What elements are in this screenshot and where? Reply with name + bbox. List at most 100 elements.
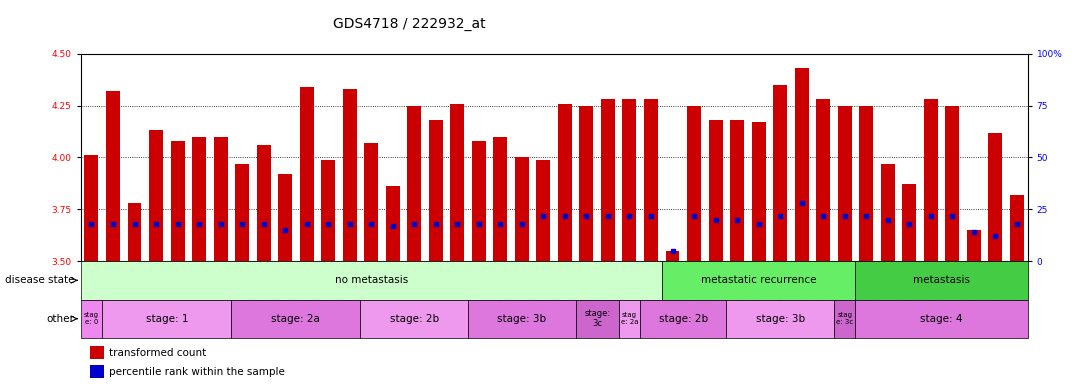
Bar: [880, 164, 894, 261]
Bar: [730, 120, 744, 261]
Point: [771, 212, 789, 218]
Bar: [600, 99, 614, 261]
Point: [707, 217, 724, 223]
Bar: [751, 122, 765, 261]
Bar: [665, 251, 680, 261]
Text: stage: 1: stage: 1: [145, 314, 188, 324]
Bar: [794, 68, 808, 261]
Bar: [192, 137, 207, 261]
Bar: [923, 99, 937, 261]
Point: [621, 212, 638, 218]
Text: percentile rank within the sample: percentile rank within the sample: [109, 367, 285, 377]
Point: [126, 221, 143, 227]
Point: [815, 212, 832, 218]
Bar: [579, 106, 594, 261]
Text: stage:
3c: stage: 3c: [584, 309, 610, 328]
Point: [427, 221, 444, 227]
Bar: [468, 300, 576, 338]
Bar: [102, 300, 231, 338]
Bar: [558, 104, 572, 261]
Bar: [773, 85, 788, 261]
Bar: [576, 300, 619, 338]
Bar: [726, 300, 834, 338]
Bar: [855, 300, 1028, 338]
Bar: [148, 131, 164, 261]
Bar: [278, 174, 293, 261]
Text: stag
e: 2a: stag e: 2a: [621, 312, 638, 325]
Bar: [90, 365, 104, 378]
Bar: [84, 156, 99, 261]
Text: GDS4718 / 222932_at: GDS4718 / 222932_at: [332, 17, 485, 31]
Text: disease state: disease state: [4, 275, 74, 285]
Point: [212, 221, 229, 227]
Point: [728, 217, 746, 223]
Text: metastasis: metastasis: [914, 275, 969, 285]
Bar: [622, 99, 636, 261]
Point: [685, 212, 703, 218]
Point: [320, 221, 337, 227]
Bar: [536, 159, 550, 261]
Point: [104, 221, 122, 227]
Point: [858, 212, 875, 218]
Point: [147, 221, 165, 227]
Text: other: other: [46, 314, 74, 324]
Point: [277, 227, 294, 233]
Point: [470, 221, 487, 227]
Bar: [1009, 195, 1023, 261]
Point: [793, 200, 810, 206]
Bar: [640, 300, 726, 338]
Bar: [235, 164, 249, 261]
Bar: [834, 300, 855, 338]
Bar: [643, 99, 657, 261]
Bar: [407, 106, 421, 261]
Bar: [322, 159, 336, 261]
Point: [83, 221, 100, 227]
Point: [384, 223, 401, 229]
Point: [922, 212, 939, 218]
Bar: [364, 143, 379, 261]
Bar: [231, 300, 360, 338]
Point: [298, 221, 315, 227]
Point: [599, 212, 617, 218]
Text: stage: 2b: stage: 2b: [390, 314, 439, 324]
Point: [492, 221, 509, 227]
Bar: [493, 137, 507, 261]
Point: [556, 212, 574, 218]
Bar: [514, 157, 528, 261]
Point: [901, 221, 918, 227]
Bar: [127, 203, 142, 261]
Bar: [966, 230, 980, 261]
Point: [944, 212, 961, 218]
Bar: [105, 91, 121, 261]
Bar: [451, 104, 464, 261]
Bar: [859, 106, 873, 261]
Text: stage: 3b: stage: 3b: [497, 314, 547, 324]
Point: [578, 212, 595, 218]
Point: [642, 212, 660, 218]
Text: stage: 3b: stage: 3b: [755, 314, 805, 324]
Point: [233, 221, 251, 227]
Point: [879, 217, 896, 223]
Bar: [81, 261, 662, 300]
Point: [987, 233, 1004, 239]
Text: stage: 2a: stage: 2a: [271, 314, 321, 324]
Bar: [81, 300, 102, 338]
Bar: [855, 261, 1028, 300]
Point: [1008, 221, 1025, 227]
Text: stag
e: 0: stag e: 0: [84, 312, 99, 325]
Point: [190, 221, 208, 227]
Bar: [299, 87, 314, 261]
Text: transformed count: transformed count: [109, 348, 207, 358]
Point: [750, 221, 767, 227]
Point: [836, 212, 853, 218]
Point: [169, 221, 186, 227]
Point: [535, 212, 552, 218]
Bar: [90, 346, 104, 359]
Bar: [471, 141, 485, 261]
Text: metastatic recurrence: metastatic recurrence: [700, 275, 817, 285]
Bar: [662, 261, 855, 300]
Bar: [170, 141, 185, 261]
Bar: [708, 120, 723, 261]
Point: [341, 221, 358, 227]
Text: stage: 4: stage: 4: [920, 314, 963, 324]
